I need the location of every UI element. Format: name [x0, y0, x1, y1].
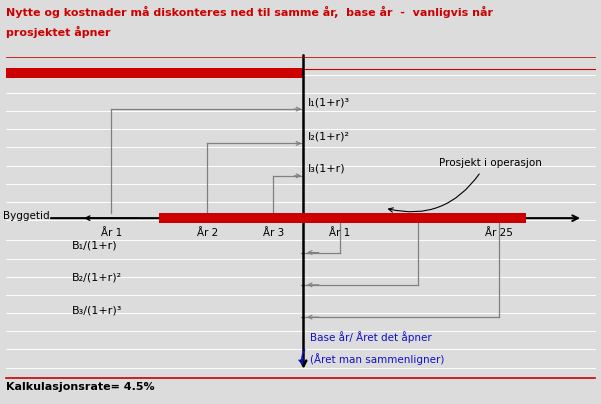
Text: B₁/(1+r): B₁/(1+r) [72, 240, 118, 250]
Text: I₁(1+r)³: I₁(1+r)³ [308, 97, 350, 107]
Text: År 2: År 2 [197, 228, 218, 238]
Text: Prosjekt i operasjon: Prosjekt i operasjon [439, 158, 542, 168]
Text: År 25: År 25 [485, 228, 513, 238]
Text: I₂(1+r)²: I₂(1+r)² [308, 131, 350, 141]
Text: B₂/(1+r)²: B₂/(1+r)² [72, 273, 122, 283]
Text: År 3: År 3 [263, 228, 284, 238]
Text: Byggetid: Byggetid [3, 211, 50, 221]
Text: År 1: År 1 [329, 228, 350, 238]
Bar [6, 67, 304, 78]
Text: (Året man sammenligner): (Året man sammenligner) [310, 354, 444, 365]
Text: I₃(1+r): I₃(1+r) [308, 164, 346, 174]
Text: Nytte og kostnader må diskonteres ned til samme år,  base år  -  vanligvis når: Nytte og kostnader må diskonteres ned ti… [6, 6, 493, 18]
Text: B₃/(1+r)³: B₃/(1+r)³ [72, 305, 123, 315]
Text: Kalkulasjonsrate= 4.5%: Kalkulasjonsrate= 4.5% [6, 382, 154, 392]
Bar [304, 213, 526, 223]
Text: Base år/ Året det åpner: Base år/ Året det åpner [310, 332, 432, 343]
Bar [159, 213, 304, 223]
Text: År 1: År 1 [100, 228, 122, 238]
Text: prosjektet åpner: prosjektet åpner [6, 26, 111, 38]
